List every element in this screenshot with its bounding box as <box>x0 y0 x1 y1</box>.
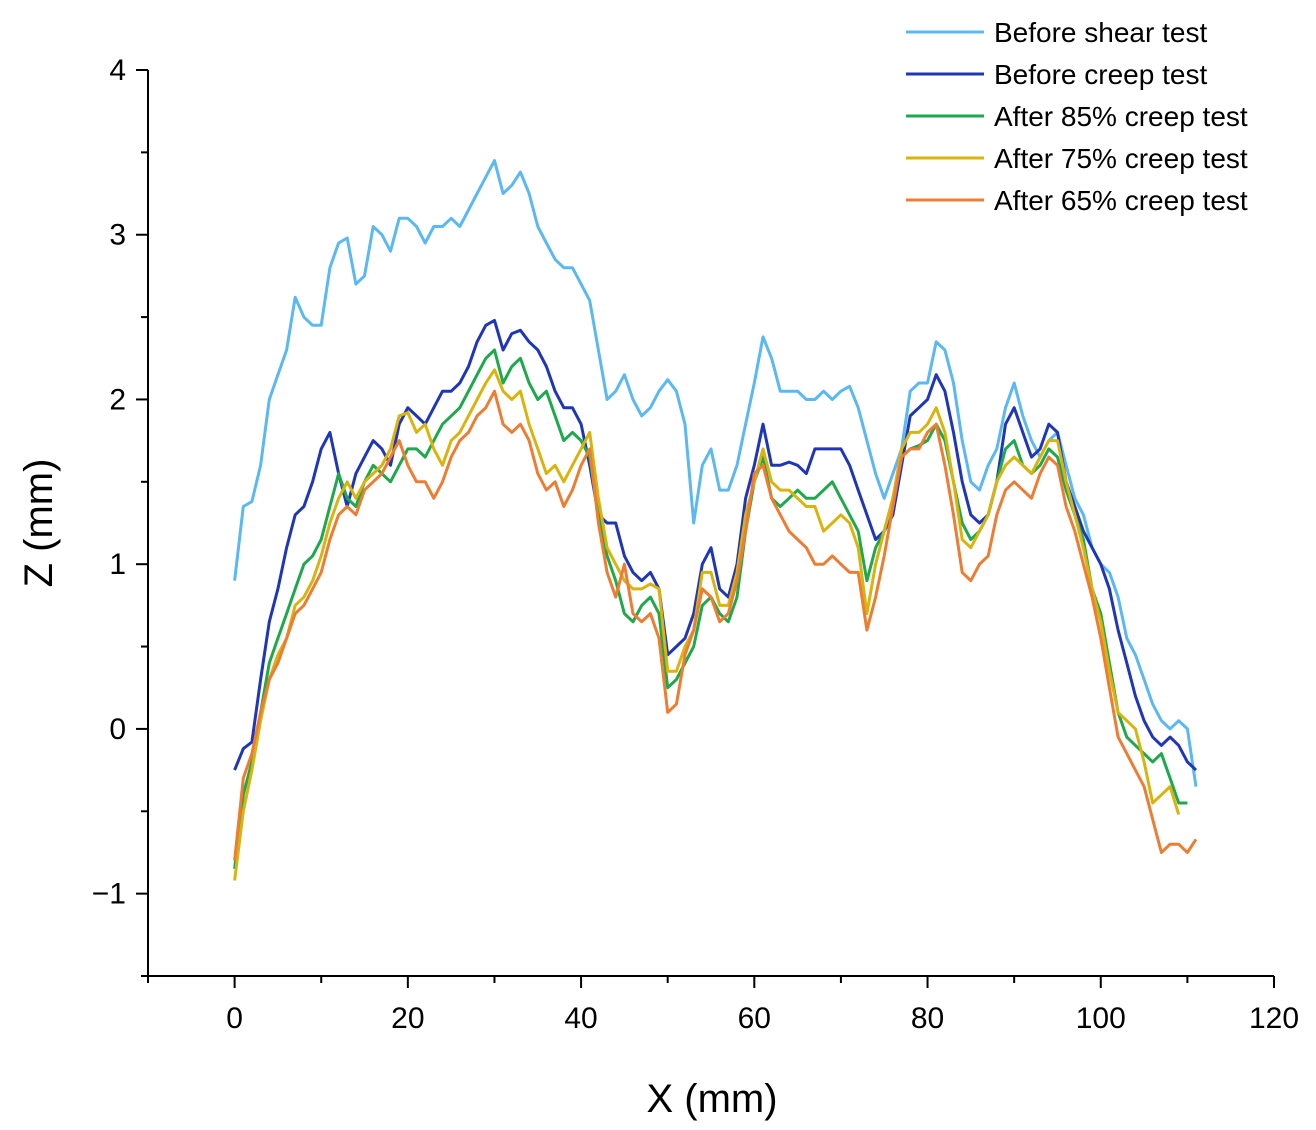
y-tick-label: 2 <box>109 383 126 416</box>
x-tick-label: 0 <box>226 1002 243 1035</box>
legend-label-after-65pct-creep-test: After 65% creep test <box>994 185 1248 216</box>
x-tick-label: 20 <box>391 1002 424 1035</box>
y-tick-label: 3 <box>109 219 126 252</box>
y-tick-label: 4 <box>109 54 126 87</box>
x-tick-label: 40 <box>564 1002 597 1035</box>
y-ticks: −1 0 1 2 3 4 <box>92 54 148 977</box>
x-tick-label: 100 <box>1076 1002 1126 1035</box>
y-tick-label: −1 <box>92 878 126 911</box>
series-line-before-creep-test <box>233 318 1198 772</box>
series-line-after-65pct-creep-test <box>233 389 1198 861</box>
x-tick-label: 80 <box>911 1002 944 1035</box>
y-axis-title: Z (mm) <box>17 459 61 588</box>
plot-area <box>233 159 1198 881</box>
legend-label-after-85pct-creep-test: After 85% creep test <box>994 101 1248 132</box>
axes: 0 20 40 60 80 100 120 −1 0 1 2 3 4 <box>92 54 1299 1035</box>
x-tick-label: 120 <box>1249 1002 1299 1035</box>
series-line-before-shear-test <box>233 159 1198 787</box>
legend-label-before-shear-test: Before shear test <box>994 17 1207 48</box>
x-tick-label: 60 <box>738 1002 771 1035</box>
legend: Before shear test Before creep test After … <box>906 17 1248 216</box>
x-axis-title: X (mm) <box>646 1077 777 1121</box>
legend-label-after-75pct-creep-test: After 75% creep test <box>994 143 1248 174</box>
legend-label-before-creep-test: Before creep test <box>994 59 1207 90</box>
y-tick-label: 1 <box>109 548 126 581</box>
y-tick-label: 0 <box>109 713 126 746</box>
series-line-after-75pct-creep-test <box>233 368 1181 881</box>
x-ticks: 0 20 40 60 80 100 120 <box>147 976 1299 1035</box>
series-line-after-85pct-creep-test <box>233 348 1188 870</box>
